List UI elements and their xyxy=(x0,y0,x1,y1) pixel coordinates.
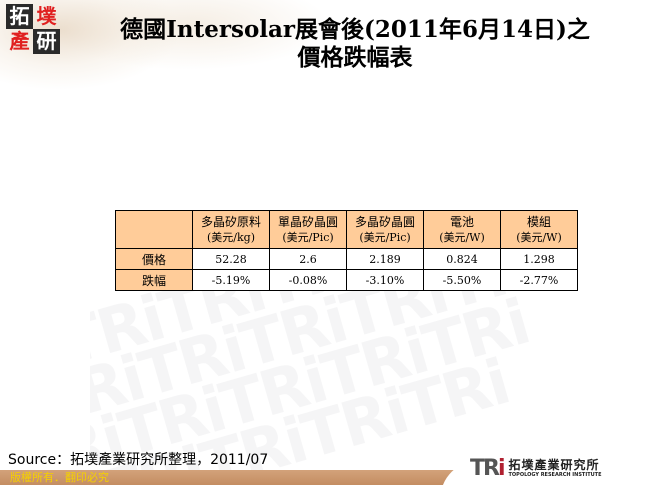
tri-watermark-pattern: TRiTRiTRiTRiTRi TRiTRiTRiTRiTRi TRiTRiTR… xyxy=(90,270,577,470)
table-cell: 2.189 xyxy=(346,248,424,270)
table-cell: -3.10% xyxy=(346,269,424,291)
copyright-notice: 版權所有．翻印必究 xyxy=(10,471,109,484)
table-cell: 1.298 xyxy=(500,248,578,270)
logo-char: 拓 xyxy=(6,4,33,29)
corner-cell xyxy=(115,210,193,249)
row-label: 價格 xyxy=(115,248,193,270)
logo-char: 產 xyxy=(9,29,30,53)
row-label: 跌幅 xyxy=(115,269,193,291)
logo-char: 墣 xyxy=(36,4,57,28)
tri-brand-logo: TRi 拓墣產業研究所 TOPOLOGY RESEARCH INSTITUTE xyxy=(470,456,602,482)
table-header-row: 多晶矽原料 (美元/kg) 單晶矽晶圓 (美元/Pic) 多晶矽晶圓 (美元/Pic)… xyxy=(115,210,578,249)
table-row-price: 價格 52.28 2.6 2.189 0.824 1.298 xyxy=(115,248,578,270)
map-background-decoration xyxy=(0,0,360,110)
page-title: 德國Intersolar展會後(2011年6月14日)之 價格跌幅表 xyxy=(0,16,650,72)
footer-logo-backdrop xyxy=(440,460,650,485)
column-header: 模組 (美元/W) xyxy=(500,210,578,249)
title-line-1: 德國Intersolar展會後(2011年6月14日)之 xyxy=(120,16,590,43)
table-cell: -5.50% xyxy=(423,269,501,291)
column-header: 多晶矽原料 (美元/kg) xyxy=(192,210,270,249)
tri-corner-logo: 拓 墣 產 研 xyxy=(6,4,60,54)
table-cell: -2.77% xyxy=(500,269,578,291)
brand-name-en: TOPOLOGY RESEARCH INSTITUTE xyxy=(508,472,602,478)
table-cell: -5.19% xyxy=(192,269,270,291)
column-header: 單晶矽晶圓 (美元/Pic) xyxy=(269,210,347,249)
table-row-change: 跌幅 -5.19% -0.08% -3.10% -5.50% -2.77% xyxy=(115,269,578,291)
price-change-table: 多晶矽原料 (美元/kg) 單晶矽晶圓 (美元/Pic) 多晶矽晶圓 (美元/Pic)… xyxy=(115,210,578,291)
column-header: 電池 (美元/W) xyxy=(423,210,501,249)
title-line-2: 價格跌幅表 xyxy=(297,44,413,71)
logo-char: 研 xyxy=(33,29,60,54)
table-cell: 52.28 xyxy=(192,248,270,270)
table-cell: -0.08% xyxy=(269,269,347,291)
brand-name-cn: 拓墣產業研究所 xyxy=(508,458,600,472)
table-cell: 2.6 xyxy=(269,248,347,270)
source-note: Source：拓墣產業研究所整理，2011/07 xyxy=(8,452,269,468)
table-cell: 0.824 xyxy=(423,248,501,270)
tri-mark-icon: TRi xyxy=(470,456,505,481)
column-header: 多晶矽晶圓 (美元/Pic) xyxy=(346,210,424,249)
